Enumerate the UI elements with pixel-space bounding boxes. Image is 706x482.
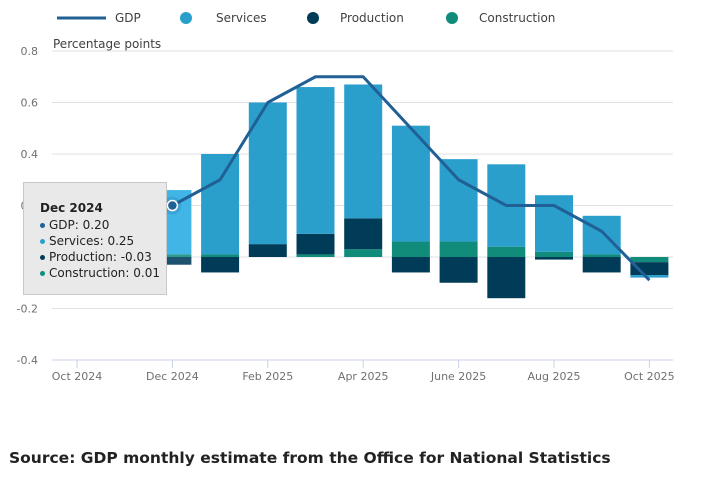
bar-services[interactable] xyxy=(439,159,478,242)
bar-production[interactable] xyxy=(487,257,526,299)
bar-services[interactable] xyxy=(201,154,240,255)
tooltip-production: Production: -0.03 xyxy=(40,249,166,265)
legend-production-dot-icon xyxy=(307,12,319,24)
chart: GDP Services Production Construction Per… xyxy=(17,11,675,383)
legend-gdp[interactable]: GDP xyxy=(115,11,141,25)
bar-construction[interactable] xyxy=(201,254,240,257)
legend: GDP Services Production Construction xyxy=(57,11,555,25)
bar-services[interactable] xyxy=(248,102,287,245)
bar-production[interactable] xyxy=(153,257,192,265)
gdp-marker[interactable] xyxy=(166,199,179,212)
tooltip-services-text: Services: 0.25 xyxy=(49,234,135,248)
y-tick-label: 0.6 xyxy=(21,97,39,110)
y-tick-label: 0.8 xyxy=(21,45,39,58)
tooltip: Dec 2024 GDP: 0.20 Services: 0.25 Produc… xyxy=(23,182,167,295)
y-tick-label: -0.2 xyxy=(17,303,38,316)
bar-production[interactable] xyxy=(201,257,240,273)
bar-construction[interactable] xyxy=(630,257,669,263)
tooltip-production-text: Production: -0.03 xyxy=(49,250,152,264)
legend-construction[interactable]: Construction xyxy=(479,11,555,25)
services-dot-icon xyxy=(40,239,45,244)
production-dot-icon xyxy=(40,255,45,260)
legend-production[interactable]: Production xyxy=(340,11,404,25)
bar-production[interactable] xyxy=(296,233,335,255)
x-tick-label: Oct 2025 xyxy=(624,370,675,383)
bar-services[interactable] xyxy=(344,84,383,219)
x-tick-label: Feb 2025 xyxy=(242,370,293,383)
y-tick-label: 0.4 xyxy=(21,148,39,161)
bar-services[interactable] xyxy=(296,87,335,234)
x-tick-label: Oct 2024 xyxy=(52,370,103,383)
tooltip-gdp-text: GDP: 0.20 xyxy=(49,218,110,232)
y-axis-label: Percentage points xyxy=(53,37,161,51)
bar-construction[interactable] xyxy=(535,251,573,257)
tooltip-construction: Construction: 0.01 xyxy=(40,265,166,281)
bar-production[interactable] xyxy=(391,257,430,273)
bar-services[interactable] xyxy=(535,195,573,252)
bar-construction[interactable] xyxy=(344,249,383,257)
construction-dot-icon xyxy=(40,271,45,276)
bar-services[interactable] xyxy=(582,215,621,255)
source-note: Source: GDP monthly estimate from the Of… xyxy=(9,449,611,467)
bar-services[interactable] xyxy=(391,125,430,242)
bar-production[interactable] xyxy=(439,257,478,283)
bar-construction[interactable] xyxy=(439,241,478,257)
bar-production[interactable] xyxy=(248,244,287,257)
tooltip-construction-text: Construction: 0.01 xyxy=(49,266,160,280)
tooltip-services: Services: 0.25 xyxy=(40,233,166,249)
x-tick-label: Apr 2025 xyxy=(338,370,389,383)
gdp-dot-icon xyxy=(40,223,45,228)
bar-production[interactable] xyxy=(535,257,573,260)
bar-production[interactable] xyxy=(344,218,383,250)
tooltip-gdp: GDP: 0.20 xyxy=(40,217,166,233)
legend-construction-dot-icon xyxy=(446,12,458,24)
tooltip-title: Dec 2024 xyxy=(40,201,103,215)
gdp-line[interactable] xyxy=(171,75,651,282)
x-tick-label: Aug 2025 xyxy=(528,370,581,383)
x-tick-label: Dec 2024 xyxy=(146,370,199,383)
legend-services[interactable]: Services xyxy=(216,11,267,25)
bar-construction[interactable] xyxy=(487,246,526,257)
bar-construction[interactable] xyxy=(153,254,192,257)
y-tick-label: -0.4 xyxy=(17,354,38,367)
bar-construction[interactable] xyxy=(391,241,430,257)
bar-construction[interactable] xyxy=(582,254,621,257)
bar-production[interactable] xyxy=(582,257,621,273)
legend-services-dot-icon xyxy=(180,12,192,24)
bar-services[interactable] xyxy=(630,275,669,278)
x-tick-label: June 2025 xyxy=(430,370,486,383)
bar-construction[interactable] xyxy=(296,254,335,257)
